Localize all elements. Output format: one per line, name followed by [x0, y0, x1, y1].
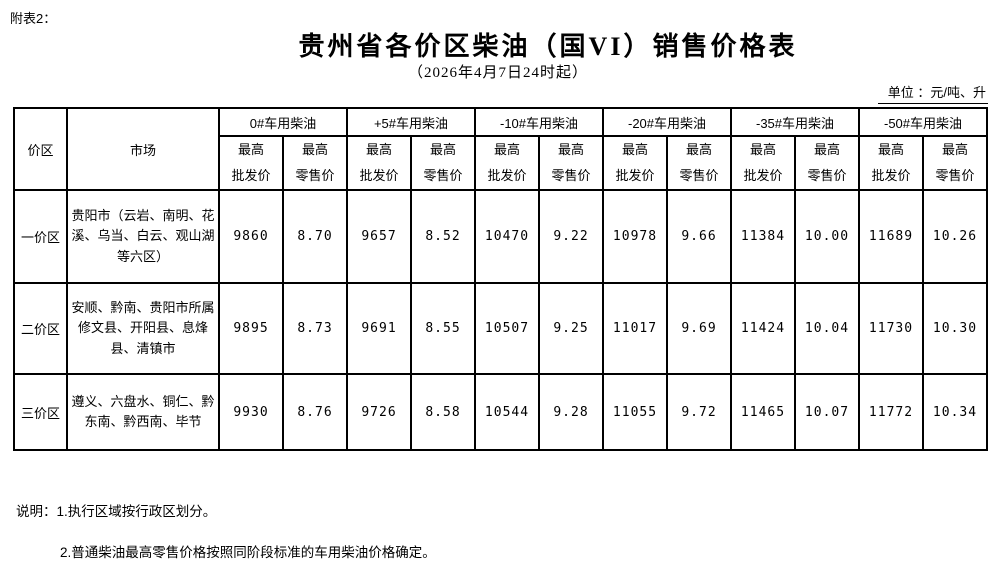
market-cell: 遵义、六盘水、铜仁、黔东南、黔西南、毕节: [66, 373, 220, 451]
unit-label: 单位 ：元/吨、升: [877, 82, 988, 104]
subheader-line: 最高: [429, 142, 456, 157]
price-cell: 11465: [730, 373, 796, 451]
price-cell: 11689: [858, 189, 924, 284]
market-cell: 贵阳市（云岩、南明、花溪、乌当、白云、观山湖等六区）: [66, 189, 220, 284]
price-cell: 9.72: [666, 373, 732, 451]
subheader-max-retail: 最高 零售价: [794, 135, 860, 191]
price-cell: 10507: [474, 282, 540, 375]
subheader-line: 最高: [621, 142, 648, 157]
subheader-line: 最高: [941, 142, 968, 157]
price-cell: 9.22: [538, 189, 604, 284]
header-sub-row: 最高 批发价 最高 零售价 最高 批发价 最高 零售价 最高 批发价: [14, 135, 988, 191]
price-cell: 11424: [730, 282, 796, 375]
price-cell: 10.30: [922, 282, 988, 375]
price-cell: 11055: [602, 373, 668, 451]
price-cell: 8.55: [410, 282, 476, 375]
price-cell: 8.52: [410, 189, 476, 284]
subheader-line: 批发价: [743, 168, 783, 183]
note-1: 说明：1.执行区域按行政区划分。: [16, 504, 217, 519]
column-header-diesel-minus20: -20#车用柴油: [602, 107, 732, 137]
price-cell: 9860: [218, 189, 284, 284]
subheader-max-retail: 最高 零售价: [282, 135, 348, 191]
price-cell: 11384: [730, 189, 796, 284]
price-cell: 10.00: [794, 189, 860, 284]
note-2: 2.普通柴油最高零售价格按照同阶段标准的车用柴油价格确定。: [60, 545, 436, 560]
subheader-max-retail: 最高 零售价: [410, 135, 476, 191]
subheader-line: 批发价: [359, 168, 399, 183]
column-header-diesel-minus50: -50#车用柴油: [858, 107, 988, 137]
column-header-zone: 价区: [13, 107, 68, 191]
subheader-line: 最高: [237, 142, 264, 157]
price-cell: 10470: [474, 189, 540, 284]
column-header-diesel-minus35: -35#车用柴油: [730, 107, 860, 137]
subheader-max-wholesale: 最高 批发价: [346, 135, 412, 191]
price-cell: 10544: [474, 373, 540, 451]
price-cell: 10.34: [922, 373, 988, 451]
subheader-line: 最高: [493, 142, 520, 157]
price-cell: 9.25: [538, 282, 604, 375]
price-cell: 8.76: [282, 373, 348, 451]
subheader-line: 零售价: [423, 168, 463, 183]
price-cell: 9.66: [666, 189, 732, 284]
price-cell: 9895: [218, 282, 284, 375]
price-cell: 10.26: [922, 189, 988, 284]
zone-cell: 一价区: [13, 189, 68, 284]
subheader-line: 最高: [685, 142, 712, 157]
price-cell: 10.07: [794, 373, 860, 451]
column-header-diesel-minus10: -10#车用柴油: [474, 107, 604, 137]
price-cell: 9930: [218, 373, 284, 451]
page-title: 贵州省各价区柴油（国VI）销售价格表: [298, 32, 798, 61]
subheader-line: 批发价: [231, 168, 271, 183]
column-header-diesel-0: 0#车用柴油: [218, 107, 348, 137]
price-cell: 8.58: [410, 373, 476, 451]
subheader-max-retail: 最高 零售价: [922, 135, 988, 191]
subheader-line: 零售价: [935, 168, 975, 183]
price-cell: 9657: [346, 189, 412, 284]
price-cell: 10978: [602, 189, 668, 284]
column-header-diesel-plus5: +5#车用柴油: [346, 107, 476, 137]
table-row-zone-1: 一价区 贵阳市（云岩、南明、花溪、乌当、白云、观山湖等六区） 9860 8.70…: [13, 189, 988, 284]
subheader-line: 最高: [813, 142, 840, 157]
subheader-line: 最高: [301, 142, 328, 157]
subheader-line: 最高: [365, 142, 392, 157]
subheader-line: 批发价: [487, 168, 527, 183]
subheader-line: 批发价: [871, 168, 911, 183]
effective-date-subtitle: （2026年4月7日24时起）: [407, 65, 588, 81]
zone-cell: 三价区: [13, 373, 68, 451]
market-cell: 安顺、黔南、贵阳市所属修文县、开阳县、息烽县、清镇市: [66, 282, 220, 375]
table-row-zone-2: 二价区 安顺、黔南、贵阳市所属修文县、开阳县、息烽县、清镇市 9895 8.73…: [13, 282, 988, 375]
subheader-line: 零售价: [679, 168, 719, 183]
subheader-line: 批发价: [615, 168, 655, 183]
subheader-line: 最高: [877, 142, 904, 157]
subheader-max-wholesale: 最高 批发价: [602, 135, 668, 191]
price-cell: 9726: [346, 373, 412, 451]
subheader-max-wholesale: 最高 批发价: [858, 135, 924, 191]
subheader-max-wholesale: 最高 批发价: [474, 135, 540, 191]
zone-cell: 二价区: [13, 282, 68, 375]
price-cell: 8.70: [282, 189, 348, 284]
price-cell: 8.73: [282, 282, 348, 375]
diesel-price-table: 价区 市场 0#车用柴油 +5#车用柴油 -10#车用柴油 -20#车用柴油 -…: [13, 107, 988, 451]
price-cell: 9.28: [538, 373, 604, 451]
subheader-line: 零售价: [295, 168, 335, 183]
price-cell: 11772: [858, 373, 924, 451]
subheader-max-wholesale: 最高 批发价: [218, 135, 284, 191]
column-header-market: 市场: [66, 107, 220, 191]
subheader-max-wholesale: 最高 批发价: [730, 135, 796, 191]
subheader-max-retail: 最高 零售价: [538, 135, 604, 191]
subheader-line: 最高: [749, 142, 776, 157]
subheader-line: 零售价: [807, 168, 847, 183]
price-cell: 11017: [602, 282, 668, 375]
subheader-max-retail: 最高 零售价: [666, 135, 732, 191]
table-row-zone-3: 三价区 遵义、六盘水、铜仁、黔东南、黔西南、毕节 9930 8.76 9726 …: [13, 373, 988, 451]
price-cell: 11730: [858, 282, 924, 375]
subheader-line: 最高: [557, 142, 584, 157]
price-cell: 9.69: [666, 282, 732, 375]
price-cell: 9691: [346, 282, 412, 375]
appendix-label: 附表2：: [10, 11, 57, 26]
price-cell: 10.04: [794, 282, 860, 375]
subheader-line: 零售价: [551, 168, 591, 183]
header-group-row: 价区 市场 0#车用柴油 +5#车用柴油 -10#车用柴油 -20#车用柴油 -…: [13, 107, 988, 191]
